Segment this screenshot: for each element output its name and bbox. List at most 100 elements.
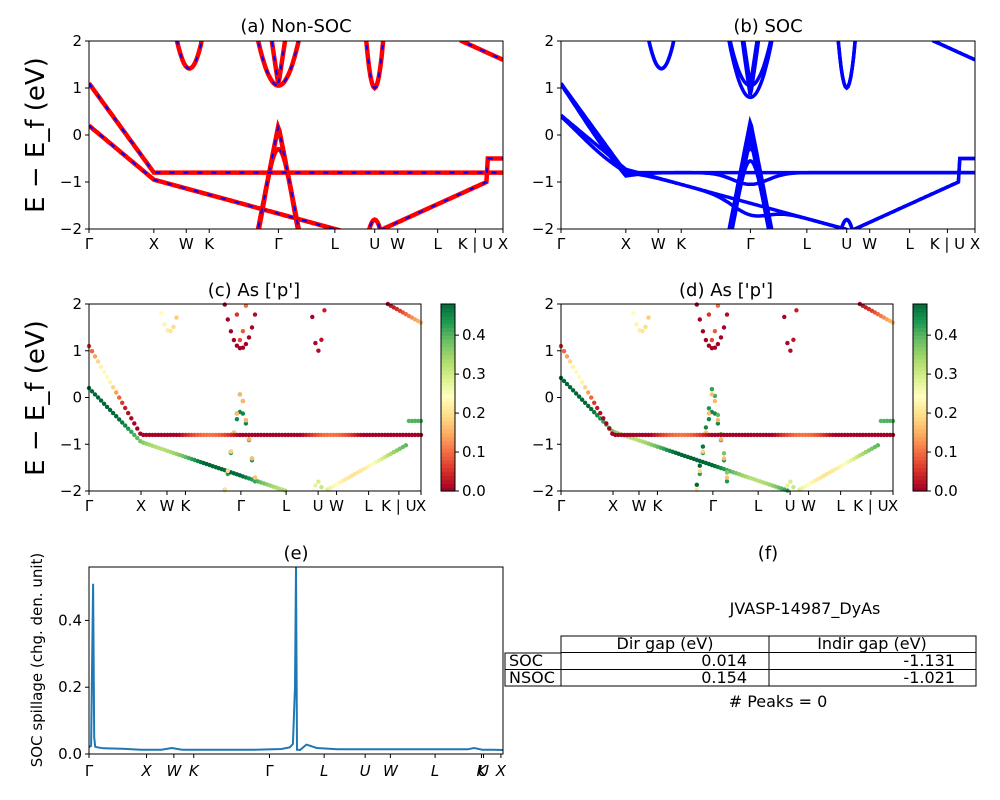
- y-tick-label: 0.4: [58, 611, 82, 629]
- projected-point: [403, 443, 409, 448]
- projected-point: [782, 314, 787, 320]
- projected-point: [607, 426, 612, 431]
- band-line-split: [729, 132, 772, 229]
- colorbar-segment: [913, 467, 927, 473]
- table-cell: 0.014: [701, 651, 747, 670]
- colorbar-segment: [913, 385, 927, 391]
- colorbar-segment: [913, 366, 927, 371]
- projected-point: [715, 421, 721, 426]
- colorbar-segment: [441, 319, 455, 325]
- projected-point: [694, 302, 699, 307]
- colorbar-segment: [913, 479, 927, 484]
- panel-f-title: (f): [758, 543, 778, 564]
- colorbar-segment: [441, 413, 455, 418]
- projected-point: [881, 432, 887, 438]
- x-tick-label: K | U: [853, 497, 888, 515]
- colorbar-segment: [913, 350, 927, 356]
- projected-point: [249, 456, 255, 461]
- projected-point: [243, 418, 249, 423]
- projected-point: [724, 475, 730, 480]
- y-tick-label: −1: [532, 435, 554, 453]
- colorbar-segment: [441, 354, 455, 360]
- projected-point: [703, 337, 709, 343]
- band-line-dashed: [89, 124, 339, 229]
- projected-point: [234, 411, 240, 416]
- colorbar-segment: [441, 389, 455, 395]
- projected-point: [110, 410, 116, 416]
- projected-point: [135, 435, 140, 441]
- colorbar-segment: [441, 327, 455, 332]
- y-tick-label: −2: [60, 220, 82, 238]
- x-tick-label: X: [498, 235, 508, 253]
- projected-point: [316, 479, 321, 484]
- projected-point: [586, 403, 591, 409]
- x-tick-label: Γ: [85, 497, 94, 515]
- colorbar-segment: [913, 409, 927, 414]
- x-tick-label: U: [785, 497, 796, 515]
- material-id: JVASP-14987_DyAs: [729, 599, 881, 619]
- projected-point: [92, 392, 98, 397]
- x-tick-label: X: [888, 497, 898, 515]
- projected-point: [788, 479, 793, 484]
- table-cell: 0.154: [701, 668, 747, 687]
- projected-point: [322, 308, 327, 313]
- projected-point: [875, 443, 881, 448]
- y-tick-label: 1: [544, 342, 554, 360]
- peaks-count: # Peaks = 0: [729, 692, 828, 711]
- projected-point: [240, 411, 246, 416]
- x-tick-label: W: [329, 497, 344, 515]
- panel-b-title: (b) SOC: [733, 16, 802, 37]
- x-tick-label: W: [390, 235, 405, 253]
- x-tick-label: U: [369, 235, 380, 253]
- panel-a-title: (a) Non-SOC: [240, 16, 351, 37]
- x-tick-label: K: [180, 497, 191, 515]
- projected-point: [561, 378, 567, 384]
- colorbar-segment: [441, 409, 455, 414]
- band-line: [89, 81, 503, 175]
- projected-point: [92, 354, 98, 359]
- table-header-dir-gap: Dir gap (eV): [617, 634, 714, 653]
- x-tick-label: L: [364, 497, 373, 515]
- projected-point: [567, 359, 573, 364]
- projected-point: [721, 456, 727, 461]
- x-tick-label: Γ: [274, 235, 283, 253]
- projected-point: [276, 432, 282, 438]
- projected-point: [171, 324, 176, 330]
- y-tick-label: 1: [544, 79, 554, 97]
- colorbar-segment: [913, 327, 927, 332]
- projected-point: [718, 437, 724, 442]
- band-line-split: [727, 41, 774, 100]
- colorbar-segment: [441, 416, 455, 422]
- projected-point: [177, 432, 182, 438]
- y-axis-label-top: E − E_f (eV): [21, 57, 51, 213]
- table-cell: -1.021: [903, 668, 955, 687]
- projected-point: [797, 432, 802, 438]
- x-tick-label: K: [676, 235, 687, 253]
- projected-point: [249, 325, 255, 330]
- projected-point: [564, 381, 570, 387]
- panel-e-title: (e): [283, 543, 308, 564]
- colorbar-segment: [441, 370, 455, 375]
- projected-point: [589, 395, 594, 400]
- projected-point: [640, 329, 645, 334]
- projected-point: [114, 414, 119, 419]
- x-tick-label: L: [754, 497, 763, 515]
- colorbar-tick-label: 0.0: [934, 482, 958, 500]
- projected-point: [631, 432, 636, 438]
- projected-point: [192, 432, 197, 438]
- projected-point: [117, 417, 122, 422]
- projected-point: [144, 432, 149, 438]
- x-tick-label: Γ: [746, 235, 755, 253]
- x-tick-label: X: [970, 235, 980, 253]
- projected-point: [258, 432, 264, 438]
- x-tick-label: Γ: [237, 497, 246, 515]
- band-line-dashed: [89, 82, 503, 174]
- projected-point: [730, 432, 736, 438]
- projected-point: [101, 401, 107, 406]
- table-row-label: NSOC: [509, 668, 555, 687]
- y-tick-label: −2: [532, 482, 554, 500]
- projected-point: [592, 410, 597, 415]
